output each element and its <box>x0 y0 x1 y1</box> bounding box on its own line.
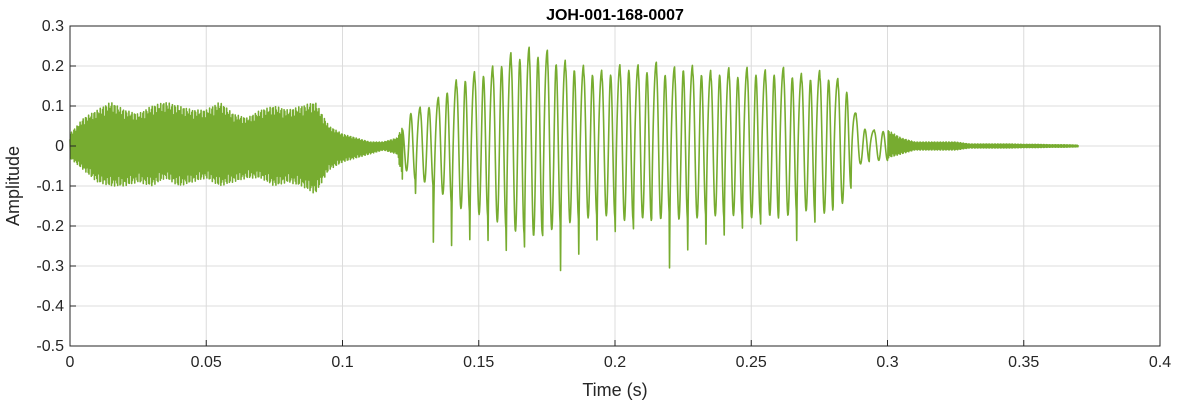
y-tick-label: -0.4 <box>36 298 64 315</box>
y-tick-label: 0 <box>55 138 64 155</box>
y-tick-label: -0.1 <box>36 178 64 195</box>
y-tick-label: 0.2 <box>42 58 64 75</box>
x-tick-label: 0 <box>66 354 75 371</box>
y-tick-label: 0.3 <box>42 18 64 35</box>
y-tick-label: 0.1 <box>42 98 64 115</box>
x-axis-label: Time (s) <box>582 380 647 400</box>
x-tick-label: 0.15 <box>463 354 494 371</box>
waveform-line <box>69 46 1080 272</box>
x-tick-label: 0.05 <box>191 354 222 371</box>
y-tick-label: -0.2 <box>36 218 64 235</box>
y-tick-labels: -0.5 -0.4 -0.3 -0.2 -0.1 0 0.1 0.2 0.3 <box>36 18 64 355</box>
waveform-series <box>69 46 1080 272</box>
x-tick-label: 0.35 <box>1008 354 1039 371</box>
x-tick-label: 0.4 <box>1149 354 1171 371</box>
x-tick-labels: 0 0.05 0.1 0.15 0.2 0.25 0.3 0.35 0.4 <box>66 354 1172 371</box>
x-tick-label: 0.1 <box>331 354 353 371</box>
x-tick-label: 0.3 <box>876 354 898 371</box>
x-tick-label: 0.2 <box>604 354 626 371</box>
x-tick-label: 0.25 <box>736 354 767 371</box>
chart-title: JOH-001-168-0007 <box>546 7 684 24</box>
y-axis-label: Amplitude <box>3 146 23 226</box>
y-tick-label: -0.3 <box>36 258 64 275</box>
axis-ticks <box>69 25 1161 347</box>
y-tick-label: -0.5 <box>36 338 64 355</box>
